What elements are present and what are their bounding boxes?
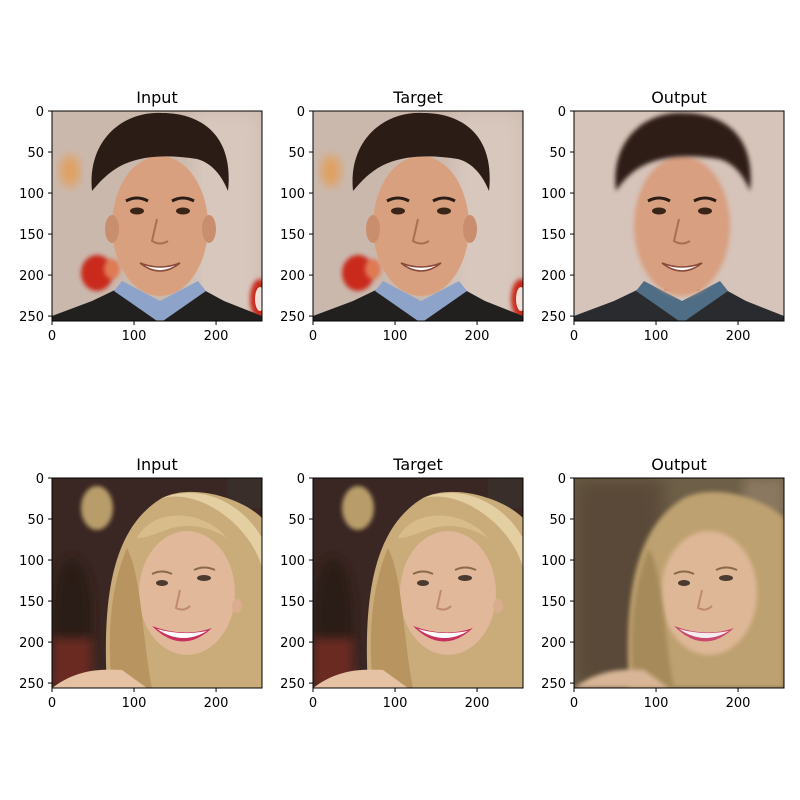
y-tick-label: 100 xyxy=(280,187,305,202)
x-tick-label: 0 xyxy=(309,696,317,711)
y-tick-label: 50 xyxy=(27,513,44,528)
y-tick-label: 50 xyxy=(549,513,566,528)
y-tick-label: 100 xyxy=(541,187,566,202)
y-tick-label: 200 xyxy=(19,269,44,284)
x-tick-label: 100 xyxy=(383,329,408,344)
y-tick-label: 250 xyxy=(280,677,305,692)
axes-frame xyxy=(312,477,524,689)
axes-frame xyxy=(312,110,524,322)
y-tick-label: 50 xyxy=(288,513,305,528)
x-tick-label: 100 xyxy=(122,696,147,711)
y-tick-label: 100 xyxy=(280,554,305,569)
y-tick-label: 100 xyxy=(19,554,44,569)
x-tick-label: 100 xyxy=(644,329,669,344)
panel-title: Input xyxy=(136,455,177,474)
x-tick-label: 100 xyxy=(122,329,147,344)
y-tick-label: 150 xyxy=(541,595,566,610)
panel-woman-output: Output Reconstructed, blurrier version of… xyxy=(541,455,785,711)
panel-man-target: Target Same photo of the smiling dark-hai… xyxy=(280,88,531,344)
axes-frame xyxy=(573,110,785,322)
y-tick-label: 50 xyxy=(27,146,44,161)
y-tick-label: 200 xyxy=(19,636,44,651)
y-tick-label: 0 xyxy=(36,105,44,120)
y-tick-label: 150 xyxy=(19,595,44,610)
panels: Input Photo of a smiling dark-haired man … xyxy=(19,88,785,711)
x-tick-label: 0 xyxy=(570,696,578,711)
y-tick-label: 150 xyxy=(280,228,305,243)
panel-image: Same photo of the smiling dark-haired ma… xyxy=(313,111,531,323)
panel-woman-input: Input Photo of a laughing blonde woman wi… xyxy=(19,455,263,711)
axes-frame xyxy=(51,477,263,689)
y-tick-label: 200 xyxy=(280,269,305,284)
panel-image: Photo of a smiling dark-haired man in a … xyxy=(52,111,270,323)
y-tick-label: 0 xyxy=(297,105,305,120)
x-tick-label: 0 xyxy=(48,696,56,711)
panel-image: Same photo of the laughing blonde woman … xyxy=(313,478,523,688)
y-tick-label: 100 xyxy=(541,554,566,569)
x-tick-label: 200 xyxy=(465,696,490,711)
panel-image: Photo of a laughing blonde woman with pi… xyxy=(52,478,262,688)
y-tick-label: 250 xyxy=(19,677,44,692)
x-tick-label: 200 xyxy=(726,696,751,711)
panel-title: Input xyxy=(136,88,177,107)
y-tick-label: 150 xyxy=(280,595,305,610)
y-tick-label: 250 xyxy=(280,310,305,325)
x-tick-label: 200 xyxy=(465,329,490,344)
x-tick-label: 200 xyxy=(204,329,229,344)
x-tick-label: 0 xyxy=(48,329,56,344)
x-tick-label: 100 xyxy=(644,696,669,711)
y-tick-label: 200 xyxy=(280,636,305,651)
y-tick-label: 200 xyxy=(541,636,566,651)
y-tick-label: 250 xyxy=(541,310,566,325)
y-tick-label: 0 xyxy=(558,472,566,487)
panel-title: Output xyxy=(651,88,707,107)
y-tick-label: 250 xyxy=(541,677,566,692)
x-tick-label: 200 xyxy=(726,329,751,344)
y-tick-label: 200 xyxy=(541,269,566,284)
x-tick-label: 200 xyxy=(204,696,229,711)
panel-image: Reconstructed, smoother version of the s… xyxy=(574,111,784,323)
y-tick-label: 0 xyxy=(558,105,566,120)
panel-title: Output xyxy=(651,455,707,474)
y-tick-label: 150 xyxy=(541,228,566,243)
panel-title: Target xyxy=(392,455,443,474)
y-tick-label: 50 xyxy=(288,146,305,161)
x-tick-label: 0 xyxy=(570,329,578,344)
y-tick-label: 100 xyxy=(19,187,44,202)
y-tick-label: 150 xyxy=(19,228,44,243)
panel-image: Reconstructed, blurrier version of the l… xyxy=(574,478,784,688)
y-tick-label: 0 xyxy=(36,472,44,487)
y-tick-label: 50 xyxy=(549,146,566,161)
panel-woman-target: Target Same photo of the laughing blonde … xyxy=(280,455,524,711)
panel-man-input: Input Photo of a smiling dark-haired man … xyxy=(19,88,270,344)
y-tick-label: 250 xyxy=(19,310,44,325)
axes-frame xyxy=(573,477,785,689)
axes-frame xyxy=(51,110,263,322)
x-tick-label: 100 xyxy=(383,696,408,711)
x-tick-label: 0 xyxy=(309,329,317,344)
y-tick-label: 0 xyxy=(297,472,305,487)
panel-man-output: Output Reconstructed, smoother version of… xyxy=(541,88,785,344)
panel-title: Target xyxy=(392,88,443,107)
